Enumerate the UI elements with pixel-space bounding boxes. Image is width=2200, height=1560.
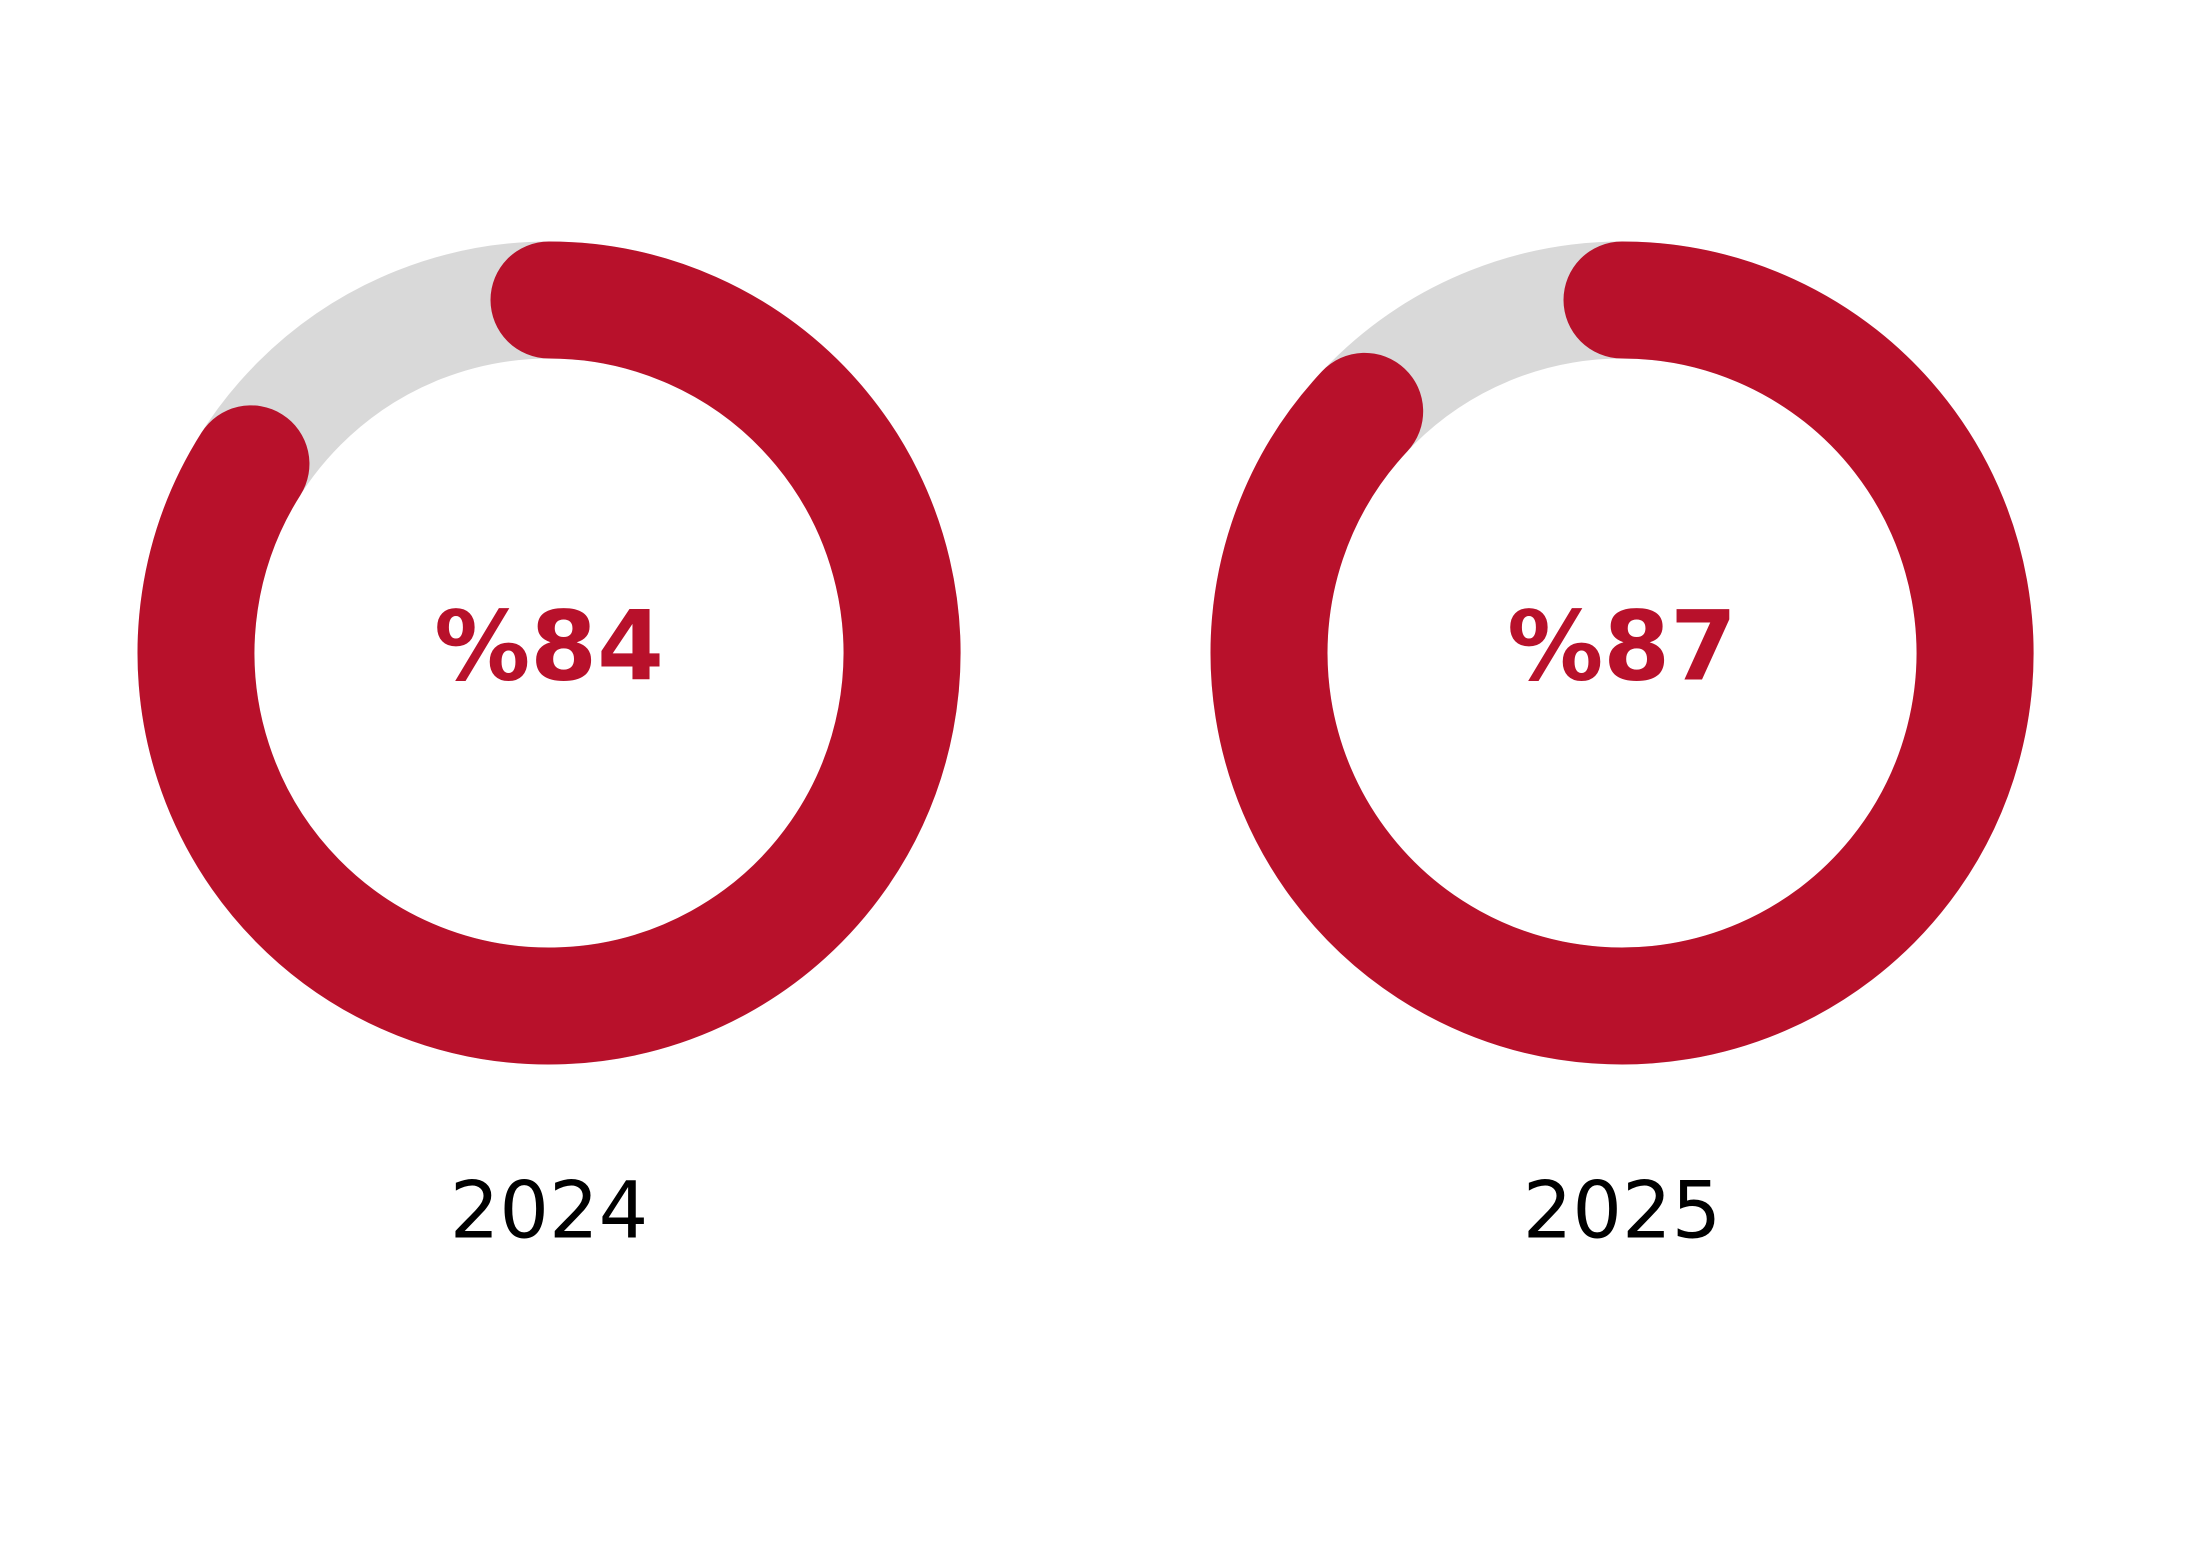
donut-arc [137,241,961,1065]
donut-arc [1210,241,2034,1065]
value-label: %84 [434,590,664,702]
value-label: %87 [1507,590,1737,702]
chart-title: 2024 [450,1166,649,1256]
chart-title: 2025 [1523,1166,1722,1256]
